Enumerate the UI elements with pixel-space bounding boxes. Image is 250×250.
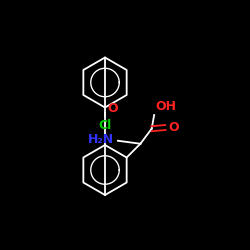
Text: Cl: Cl bbox=[98, 119, 112, 132]
Text: OH: OH bbox=[156, 100, 176, 112]
Text: H₂N: H₂N bbox=[88, 133, 114, 146]
Text: O: O bbox=[107, 102, 118, 115]
Text: O: O bbox=[168, 121, 179, 134]
